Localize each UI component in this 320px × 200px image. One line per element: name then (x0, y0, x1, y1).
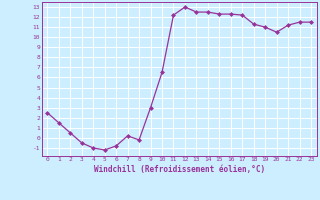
X-axis label: Windchill (Refroidissement éolien,°C): Windchill (Refroidissement éolien,°C) (94, 165, 265, 174)
